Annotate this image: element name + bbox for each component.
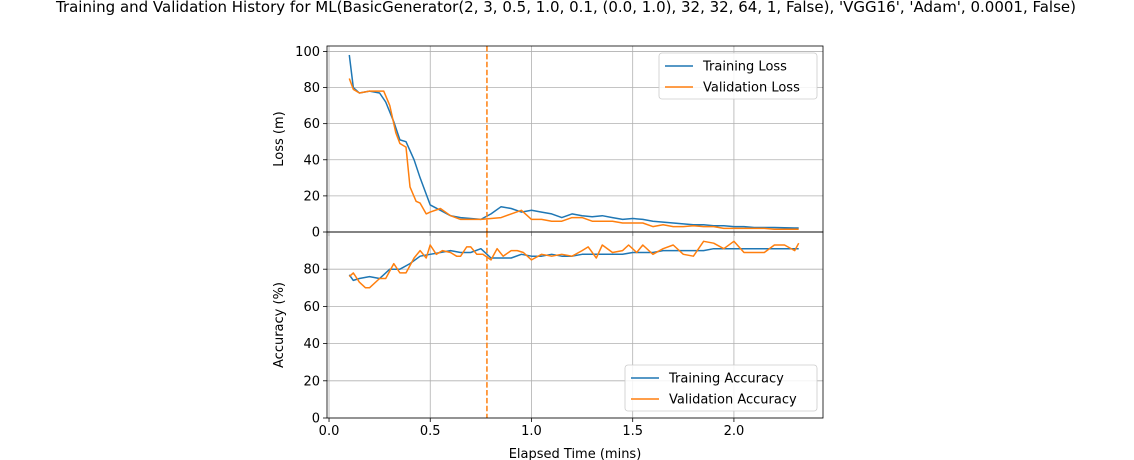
x-tick-label: 1.5 [622, 424, 643, 439]
panel-accuracy: 0.0 0.5 1.0 1.5 2.0 0 20 40 60 80 Accuracy (%) Trai… [272, 231, 824, 439]
y-tick-label: 100 [295, 45, 320, 60]
x-tick-label: 0.5 [420, 424, 441, 439]
x-axis-label: Elapsed Time (mins) [509, 447, 642, 460]
legend-label: Validation Accuracy [669, 393, 797, 408]
x-tick-label: 1.0 [521, 424, 542, 439]
legend-label: Training Loss [702, 60, 787, 75]
legend-label: Validation Loss [703, 81, 800, 96]
x-tick-label: 2.0 [724, 424, 745, 439]
y-tick-label: 20 [303, 374, 320, 389]
y-axis-label: Loss (m) [272, 111, 287, 166]
y-tick-label: 80 [303, 263, 320, 278]
y-tick-label: 40 [303, 337, 320, 352]
legend-loss: Training Loss Validation Loss [658, 52, 818, 100]
training-accuracy-line [348, 247, 799, 282]
validation-accuracy-line [348, 240, 800, 289]
y-tick-label: 80 [303, 81, 320, 96]
y-tick-label: 60 [303, 117, 320, 132]
chart-title: Training and Validation History for ML(B… [55, 0, 1076, 16]
y-tick-label: 60 [303, 300, 320, 315]
x-tick-label: 0.0 [319, 424, 340, 439]
y-tick-label: 0 [312, 226, 320, 241]
legend-box [658, 52, 818, 100]
legend-label: Training Accuracy [668, 372, 784, 387]
y-tick-label: 0 [312, 412, 320, 427]
plot-frame [326, 231, 824, 419]
y-tick-label: 20 [303, 189, 320, 204]
training-loss-line [348, 54, 799, 229]
legend-box [624, 364, 818, 412]
validation-loss-line [348, 78, 799, 231]
y-axis-label: Accuracy (%) [272, 282, 287, 368]
legend-accuracy: Training Accuracy Validation Accuracy [624, 364, 818, 412]
y-tick-label: 40 [303, 153, 320, 168]
panel-loss: 0 20 40 60 80 100 Loss (m) Training Loss Validat… [272, 45, 824, 241]
